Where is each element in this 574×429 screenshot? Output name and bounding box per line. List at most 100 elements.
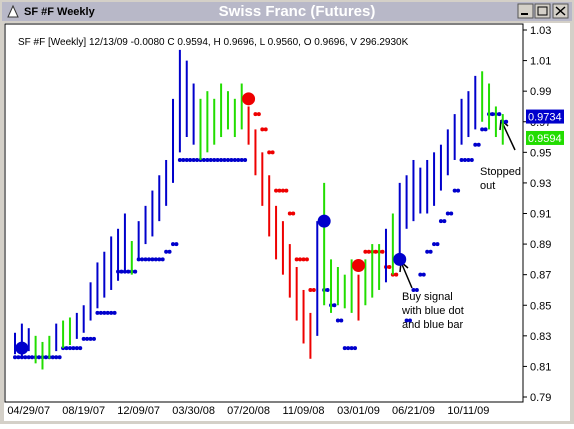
stop-dot — [435, 242, 440, 247]
stop-dot — [346, 346, 351, 351]
stop-dot — [428, 249, 433, 254]
stop-dot — [167, 249, 172, 254]
stop-dot — [143, 257, 148, 262]
y-tick-label: 0.99 — [530, 86, 551, 98]
stop-dot — [157, 257, 162, 262]
stop-dot — [78, 346, 83, 351]
y-tick-label: 0.87 — [530, 270, 551, 282]
stop-dot — [26, 355, 31, 360]
stop-dot — [394, 272, 399, 277]
stop-dot — [30, 355, 35, 360]
stop-dot — [291, 211, 296, 216]
info-line: SF #F [Weekly] 12/13/09 -0.0080 C 0.9594… — [18, 37, 409, 48]
stop-dot — [201, 157, 206, 162]
annotation: out — [480, 180, 495, 192]
last-price-box — [526, 109, 564, 124]
stop-dot — [43, 355, 48, 360]
stop-dot — [239, 157, 244, 162]
stop-dot — [353, 346, 358, 351]
stop-dot — [91, 336, 96, 341]
stop-dot — [88, 336, 93, 341]
stop-dot — [177, 157, 182, 162]
stop-dot — [109, 310, 114, 315]
stop-dot — [232, 157, 237, 162]
stop-dot — [459, 157, 464, 162]
stop-dot — [260, 127, 265, 132]
stop-dot — [342, 346, 347, 351]
y-tick-label: 0.81 — [530, 361, 551, 373]
stop-dot — [421, 272, 426, 277]
stop-dot — [274, 188, 279, 193]
stop-dot — [171, 242, 176, 247]
stop-dot — [332, 303, 337, 308]
stop-dot — [387, 265, 392, 270]
x-tick-label: 04/29/07 — [7, 405, 50, 417]
stop-dot — [54, 355, 59, 360]
annotation: Buy signal — [402, 291, 453, 303]
signal-dot — [393, 252, 407, 266]
stop-dot — [150, 257, 155, 262]
x-tick-label: 12/09/07 — [117, 405, 160, 417]
stop-dot — [263, 127, 268, 132]
stop-dot — [445, 211, 450, 216]
annotation: with blue dot — [401, 305, 464, 317]
stop-dot — [74, 346, 79, 351]
stop-dot — [452, 188, 457, 193]
stop-dot — [301, 257, 306, 262]
chart-area — [4, 23, 570, 421]
stop-dot — [98, 310, 103, 315]
y-tick-label: 0.83 — [530, 331, 551, 343]
app-icon — [7, 4, 19, 18]
signal-dot — [242, 92, 256, 106]
stop-dot — [188, 157, 193, 162]
minimize-button[interactable] — [517, 3, 534, 19]
stop-dot — [442, 219, 447, 224]
signal-dot — [317, 214, 331, 228]
stop-dot — [277, 188, 282, 193]
stop-dot — [270, 150, 275, 155]
stop-dot — [112, 310, 117, 315]
stop-dot — [119, 269, 124, 274]
window-buttons[interactable] — [517, 3, 569, 19]
stop-dot — [37, 355, 42, 360]
stop-dot — [311, 287, 316, 292]
y-tick-label: 0.93 — [530, 178, 551, 190]
close-icon — [555, 6, 566, 16]
x-tick-label: 06/21/09 — [392, 405, 435, 417]
stop-dot — [462, 157, 467, 162]
stop-dot — [366, 249, 371, 254]
stop-dot — [215, 157, 220, 162]
stop-dot — [191, 157, 196, 162]
maximize-button[interactable] — [534, 3, 551, 19]
stop-dot — [414, 287, 419, 292]
stop-dot — [456, 188, 461, 193]
last-price-label: 0.9734 — [528, 112, 562, 124]
stop-dot — [13, 355, 17, 360]
x-tick-label: 07/20/08 — [227, 405, 270, 417]
stop-dot — [480, 127, 485, 132]
stop-dot — [225, 157, 230, 162]
stop-dot — [294, 257, 299, 262]
stop-dot — [363, 249, 368, 254]
stop-dot — [473, 142, 478, 147]
stop-dot — [160, 257, 165, 262]
last-price-label: 0.9594 — [528, 133, 562, 145]
stop-dot — [205, 157, 210, 162]
stop-dot — [64, 346, 69, 351]
x-tick-label: 03/01/09 — [337, 405, 380, 417]
chart-title: Swiss Franc (Futures) — [219, 3, 376, 20]
stop-dot — [256, 112, 261, 117]
y-tick-label: 0.85 — [530, 300, 551, 312]
stop-dot — [16, 355, 21, 360]
window-title: SF #F Weekly — [24, 6, 96, 18]
signal-dot — [352, 258, 365, 272]
stop-dot — [349, 346, 354, 351]
x-tick-label: 10/11/09 — [447, 405, 489, 417]
stop-dot — [253, 112, 258, 117]
stop-dot — [181, 157, 186, 162]
stop-dot — [146, 257, 151, 262]
stop-dot — [23, 355, 28, 360]
stop-dot — [95, 310, 100, 315]
stop-dot — [208, 157, 213, 162]
stop-dot — [476, 142, 481, 147]
